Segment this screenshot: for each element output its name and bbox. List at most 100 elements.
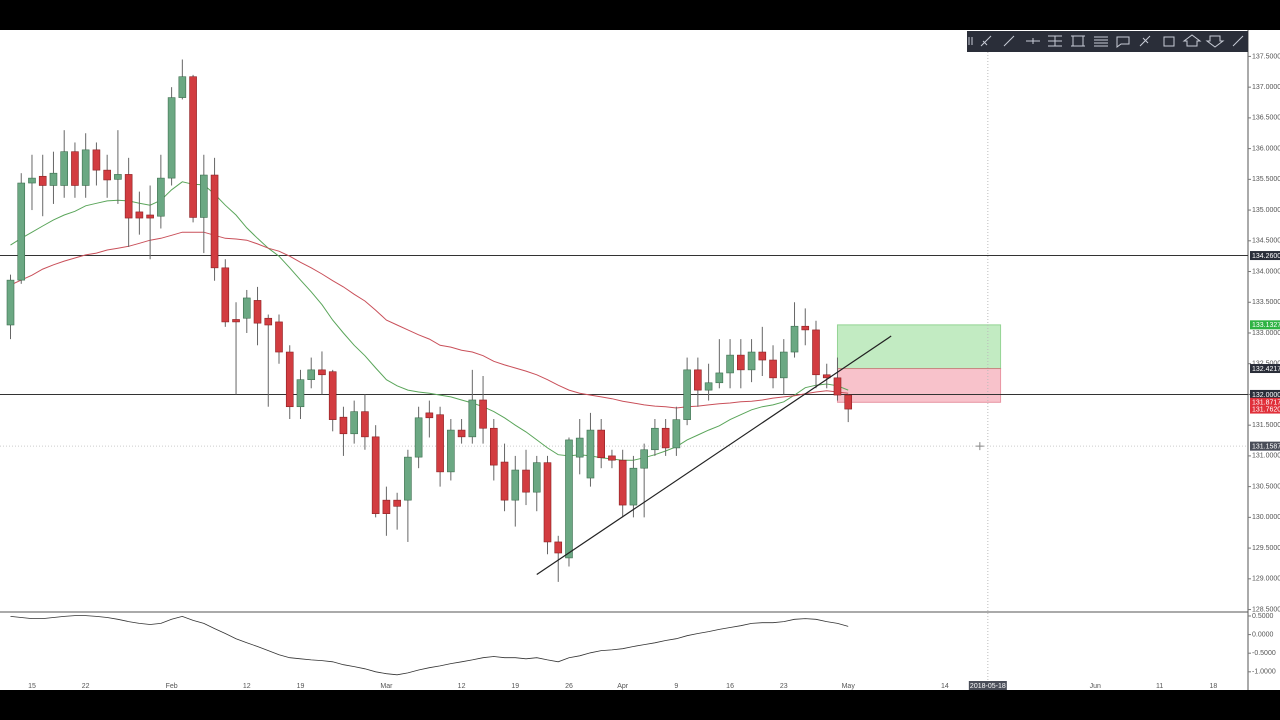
candle-body [586, 429, 595, 479]
x-tick-label: Jun [1090, 683, 1101, 690]
crosshair-price: 131.1587 [1252, 443, 1280, 450]
candle-body [532, 462, 541, 493]
candle-body [38, 175, 47, 186]
candle-body [371, 436, 380, 514]
y-tick-label: 129.0000 [1252, 576, 1280, 583]
candle-body [844, 394, 853, 410]
candle-body [425, 412, 434, 419]
candle-body [178, 76, 187, 98]
stop-price-label-bg [1250, 397, 1280, 407]
candle-body [28, 177, 36, 184]
y-tick-label: 131.5000 [1252, 422, 1280, 429]
y-tick-label: 131.0000 [1252, 453, 1280, 460]
x-tick-label: 19 [511, 683, 519, 690]
tool-rect[interactable] [1163, 36, 1175, 47]
candle-body [468, 399, 477, 438]
trendline [536, 335, 892, 576]
tool-long[interactable] [1182, 34, 1202, 47]
x-tick-label: 14 [941, 683, 949, 690]
candle-body [49, 172, 58, 186]
y-tick-label: 129.5000 [1252, 545, 1280, 552]
candle-body [779, 351, 788, 379]
candle-body [790, 325, 799, 353]
candle-body [404, 456, 412, 501]
x-tick-label: 18 [1209, 683, 1217, 690]
hline-price-label-bg [1250, 389, 1280, 399]
candle-body [597, 429, 606, 459]
candle-body [92, 149, 101, 171]
crosshair-date-bg [968, 681, 1007, 690]
tool-channel[interactable] [1071, 35, 1085, 47]
tool-trend[interactable] [1003, 35, 1015, 47]
candle-body [640, 449, 648, 469]
x-tick-label: Mar [380, 683, 393, 690]
candle-body [822, 374, 831, 379]
candle-body [522, 469, 530, 493]
candle-body [704, 382, 713, 391]
candle-body [801, 325, 810, 331]
candle-body [81, 149, 90, 186]
tool-hline[interactable] [1026, 38, 1040, 44]
candle-body [350, 411, 358, 435]
candle-body [275, 321, 283, 353]
tool-ray[interactable] [1232, 35, 1244, 47]
candle-body [629, 467, 638, 506]
candle-body [436, 414, 444, 473]
candle-body [210, 174, 219, 269]
candle-body [618, 459, 627, 506]
y-tick-label: 134.5000 [1252, 238, 1280, 245]
candle-body [661, 427, 670, 449]
y-tick-label: 135.5000 [1252, 176, 1280, 183]
x-tick-label: 11 [1156, 683, 1163, 690]
candle-body [167, 97, 176, 179]
candle-body [543, 462, 552, 543]
last-price-label-bg [1250, 404, 1280, 414]
candle-body [694, 369, 702, 391]
y-tick-label: -1.0000 [1252, 669, 1276, 676]
y-tick-label: 135.0000 [1252, 207, 1280, 214]
candle-body [565, 439, 573, 559]
crosshair-cursor [975, 442, 984, 451]
candle-body [511, 469, 520, 501]
candle-body [318, 369, 326, 376]
entry-price-label-bg [1250, 364, 1280, 374]
y-tick-label: 130.0000 [1252, 514, 1280, 521]
candle-body [608, 455, 616, 461]
candle-body [124, 174, 133, 219]
x-tick-label: 26 [565, 683, 573, 690]
hline-price-label: 134.2600 [1252, 253, 1280, 260]
candle-body [157, 177, 165, 217]
candle-body [554, 541, 563, 554]
y-tick-label: 137.0000 [1252, 84, 1280, 91]
toolbar-grip[interactable] [968, 37, 973, 45]
crosshair-price-bg [1250, 441, 1280, 451]
y-tick-label: 136.5000 [1252, 115, 1280, 122]
candle-body [103, 169, 111, 181]
candle-body [457, 429, 466, 438]
drawing-toolbar[interactable] [967, 31, 1248, 52]
candle-body [575, 437, 584, 458]
hline-price-label-bg [1250, 251, 1280, 261]
candle-body [672, 419, 681, 449]
candle-body [479, 399, 487, 429]
loss-zone [836, 368, 1002, 403]
tool-text[interactable] [1116, 36, 1130, 48]
y-tick-label: -0.5000 [1252, 650, 1276, 657]
tool-fib[interactable] [1048, 35, 1062, 47]
candle-body [264, 317, 273, 326]
candle-body [489, 427, 498, 466]
chart-background [0, 30, 1280, 690]
tool-gann[interactable] [1094, 36, 1108, 47]
x-tick-label: 23 [780, 683, 788, 690]
bottom-bar [0, 690, 1280, 720]
x-tick-label: 12 [243, 683, 251, 690]
candle-body [307, 369, 316, 380]
hline-price-label: 132.0000 [1252, 392, 1280, 399]
tool-pencil[interactable] [980, 35, 992, 47]
candle-body [200, 174, 208, 218]
x-tick-label: 12 [458, 683, 466, 690]
candle-body [285, 351, 294, 408]
tool-short[interactable] [1205, 35, 1225, 48]
tool-brush[interactable] [1139, 35, 1151, 47]
